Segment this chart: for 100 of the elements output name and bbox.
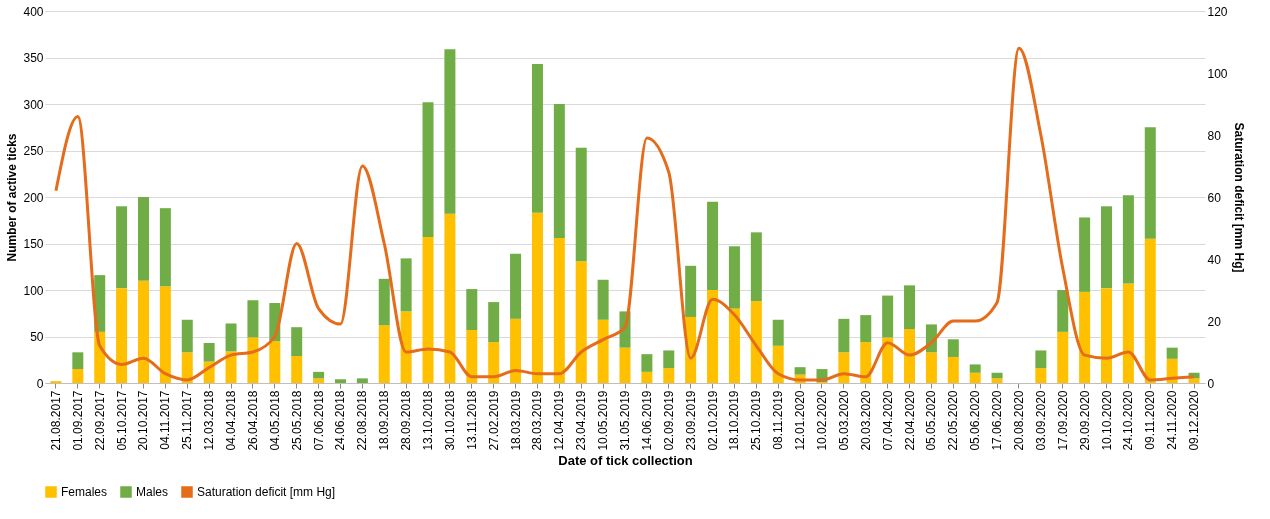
x-tick-label: 22.04.2020 bbox=[902, 390, 917, 451]
bar bbox=[444, 213, 456, 383]
x-tick-label: 09.12.2020 bbox=[1187, 390, 1202, 451]
x-tick-label: 27.02.2019 bbox=[486, 390, 501, 451]
bar bbox=[225, 323, 237, 352]
bar bbox=[181, 319, 193, 353]
y2-tick-label: 20 bbox=[1207, 314, 1222, 329]
bar bbox=[838, 318, 850, 353]
y-tick-label: 50 bbox=[30, 330, 44, 344]
x-tick-label: 14.06.2019 bbox=[639, 390, 654, 451]
bar bbox=[1035, 368, 1047, 383]
x-tick-label: 25.11.2017 bbox=[180, 390, 195, 450]
x-tick-label: 28.09.2018 bbox=[399, 390, 414, 451]
x-tick-label: 05.10.2017 bbox=[114, 390, 129, 451]
bar bbox=[969, 364, 981, 373]
x-tick-label: 22.05.2020 bbox=[946, 390, 961, 451]
x-tick-label: 05.06.2020 bbox=[968, 390, 983, 451]
bar bbox=[860, 315, 872, 343]
x-tick-label: 10.10.2020 bbox=[1099, 390, 1114, 451]
bar bbox=[663, 350, 675, 369]
x-tick-label: 20.08.2020 bbox=[1011, 390, 1026, 451]
bar bbox=[969, 372, 981, 383]
bar bbox=[378, 325, 390, 383]
x-tick-label: 13.10.2018 bbox=[421, 390, 436, 451]
bar bbox=[510, 318, 522, 383]
bar bbox=[1101, 288, 1113, 383]
x-tick-label: 25.05.2018 bbox=[289, 390, 304, 451]
x-tick-label: 17.09.2020 bbox=[1055, 390, 1070, 451]
bar bbox=[159, 208, 171, 287]
y-tick-label: 400 bbox=[23, 4, 44, 19]
bar bbox=[378, 278, 390, 326]
x-tick-label: 21.08.2017 bbox=[48, 390, 63, 451]
bar bbox=[488, 302, 500, 343]
bar bbox=[597, 319, 609, 383]
bar bbox=[707, 290, 719, 383]
x-tick-label: 01.09.2017 bbox=[70, 390, 85, 451]
bar bbox=[904, 285, 916, 330]
bar bbox=[72, 352, 84, 370]
y2-tick-label: 80 bbox=[1207, 128, 1222, 143]
bar bbox=[466, 329, 478, 383]
bar bbox=[641, 354, 653, 372]
y-tick-label: 350 bbox=[23, 51, 44, 65]
bar bbox=[159, 286, 171, 383]
x-tick-label: 07.06.2018 bbox=[311, 390, 326, 451]
legend-label: Males bbox=[136, 485, 169, 499]
bar bbox=[356, 378, 368, 383]
x-tick-label: 04.11.2017 bbox=[158, 390, 173, 450]
bar bbox=[619, 347, 631, 383]
bar bbox=[334, 379, 346, 383]
bar bbox=[728, 246, 740, 309]
x-tick-label: 10.05.2019 bbox=[596, 390, 611, 451]
bar bbox=[904, 329, 916, 383]
y2-tick-label: 0 bbox=[1207, 376, 1215, 391]
bar bbox=[750, 301, 762, 383]
bar bbox=[531, 64, 543, 213]
bar bbox=[510, 253, 522, 319]
bar bbox=[838, 352, 850, 383]
bar bbox=[466, 289, 478, 330]
bar bbox=[137, 197, 149, 281]
bar bbox=[1144, 238, 1156, 383]
bar bbox=[247, 337, 259, 383]
x-tick-label: 18.10.2019 bbox=[727, 390, 742, 451]
bar bbox=[707, 201, 719, 290]
bar bbox=[1079, 217, 1091, 292]
bar bbox=[291, 356, 303, 383]
bar bbox=[422, 236, 434, 383]
x-tick-label: 18.03.2019 bbox=[508, 390, 523, 451]
y-tick-label: 200 bbox=[23, 190, 44, 205]
x-tick-label: 04.04.2018 bbox=[224, 390, 239, 451]
bar bbox=[1122, 195, 1134, 284]
x-tick-label: 13.11.2018 bbox=[464, 390, 479, 450]
bar bbox=[531, 212, 543, 383]
x-tick-label: 02.09.2019 bbox=[661, 390, 676, 451]
bar bbox=[685, 265, 697, 317]
x-tick-label: 31.05.2019 bbox=[618, 390, 632, 451]
y2-tick-label: 40 bbox=[1207, 252, 1222, 267]
x-tick-label: 29.09.2020 bbox=[1077, 390, 1092, 451]
bar bbox=[947, 356, 959, 383]
bar bbox=[1057, 331, 1069, 383]
y-tick-label: 100 bbox=[23, 283, 44, 298]
bar bbox=[1188, 378, 1200, 383]
bar bbox=[882, 295, 894, 338]
bar bbox=[1122, 283, 1134, 383]
bar bbox=[444, 49, 456, 214]
bar bbox=[1079, 291, 1091, 383]
bar bbox=[882, 337, 894, 383]
bar bbox=[575, 261, 587, 383]
x-tick-label: 05.03.2020 bbox=[836, 390, 851, 451]
bar bbox=[313, 371, 325, 379]
y-tick-label: 150 bbox=[23, 237, 44, 251]
bar bbox=[1057, 290, 1069, 332]
bar bbox=[991, 378, 1003, 383]
bar bbox=[575, 147, 587, 262]
bar bbox=[400, 258, 412, 312]
legend-label: Females bbox=[61, 485, 108, 499]
x-tick-label: 08.11.2019 bbox=[771, 390, 786, 450]
bar bbox=[488, 342, 500, 383]
bar bbox=[860, 342, 872, 383]
x-tick-label: 09.11.2020 bbox=[1143, 390, 1158, 450]
bar bbox=[269, 341, 281, 383]
